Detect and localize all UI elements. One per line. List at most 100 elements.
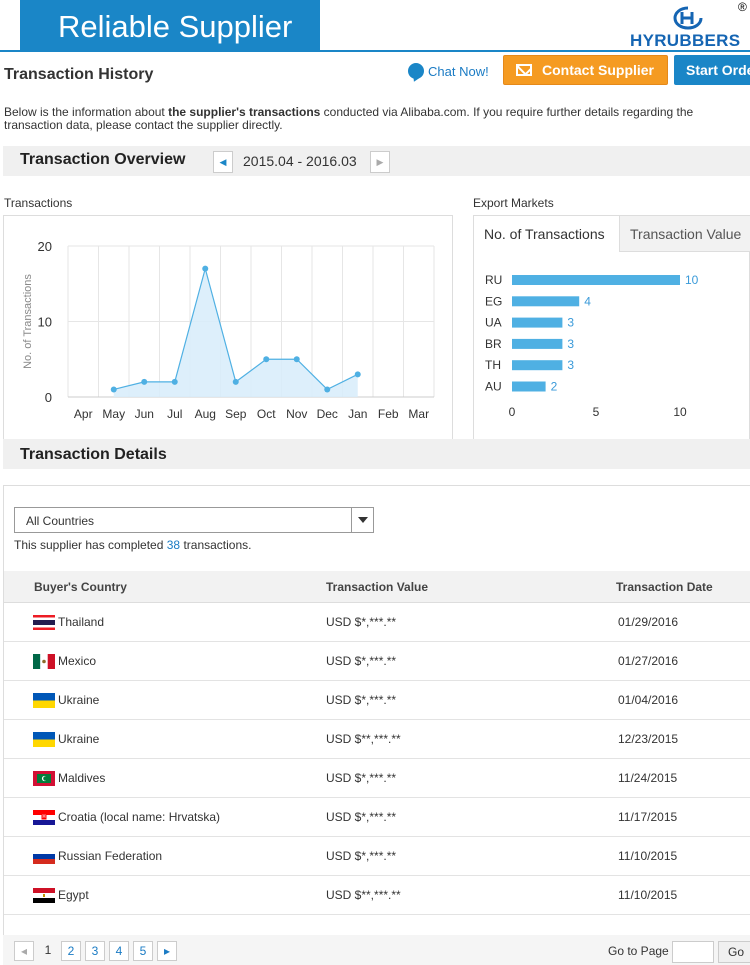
- page-4-button[interactable]: 4: [109, 941, 129, 961]
- details-title: Transaction Details: [20, 446, 167, 463]
- transaction-date-cell: 11/17/2015: [618, 810, 678, 824]
- bar: [512, 381, 546, 392]
- bar: [512, 360, 563, 371]
- bar: [512, 317, 563, 328]
- data-point: [171, 378, 178, 385]
- data-label: 3: [567, 337, 574, 351]
- next-page-button[interactable]: ▸: [157, 941, 177, 961]
- x-tick-label: Sep: [225, 407, 247, 421]
- x-tick-label: Mar: [408, 407, 429, 421]
- x-tick-label: Dec: [317, 407, 338, 421]
- completed-summary: This supplier has completed 38 transacti…: [14, 538, 251, 552]
- details-panel: [3, 485, 750, 965]
- prev-period-button[interactable]: ◀: [213, 151, 233, 173]
- flag-mv-icon: [33, 771, 55, 786]
- data-point: [110, 386, 117, 393]
- start-order-button[interactable]: Start Order: [674, 55, 750, 85]
- x-tick-label: 5: [593, 405, 600, 419]
- buyer-country-cell: Thailand: [58, 615, 105, 629]
- export-markets-chart-svg: RU10EG4UA3BR3TH3AU2051015: [485, 273, 699, 419]
- flag-hr-icon: [33, 810, 55, 825]
- country-filter-select[interactable]: All Countries: [14, 507, 374, 533]
- x-tick-label: Apr: [74, 407, 93, 421]
- prev-page-button[interactable]: ◂: [14, 941, 34, 961]
- page-2-button[interactable]: 2: [61, 941, 81, 961]
- intro-part-1: Below is the information about: [4, 105, 169, 119]
- x-tick-label: 10: [673, 405, 687, 419]
- completed-count[interactable]: 38: [166, 538, 181, 552]
- transaction-date-cell: 11/24/2015: [618, 771, 678, 785]
- buyer-country-cell: Mexico: [58, 654, 97, 668]
- y-tick-label: 10: [38, 315, 52, 330]
- tab-no-of-transactions[interactable]: No. of Transactions: [474, 216, 619, 252]
- x-tick-label: Aug: [195, 407, 216, 421]
- buyer-country-cell: Egypt: [58, 888, 89, 902]
- data-label: 2: [551, 380, 558, 394]
- buyer-country-cell: Maldives: [58, 771, 106, 785]
- x-tick-label: Jan: [348, 407, 367, 421]
- banner-title: Reliable Supplier: [58, 9, 293, 44]
- export-markets-panel: RU10EG4UA3BR3TH3AU2051015 No. of Transac…: [473, 215, 750, 440]
- data-label: 3: [567, 358, 574, 372]
- table-row: Maldives USD $*,***.** 11/24/2015: [4, 759, 750, 798]
- flag-eg-icon: [33, 888, 55, 903]
- x-tick-label: Feb: [378, 407, 399, 421]
- data-point: [324, 386, 331, 393]
- intro-bold: the supplier's transactions: [168, 105, 321, 119]
- tab-transaction-value[interactable]: Transaction Value: [619, 216, 750, 252]
- page-3-button[interactable]: 3: [85, 941, 105, 961]
- y-tick-label: 20: [38, 239, 52, 254]
- x-tick-label: Oct: [257, 407, 276, 421]
- chat-now-label: Chat Now!: [428, 63, 489, 79]
- x-tick-label: May: [102, 407, 125, 421]
- intro-text: Below is the information about the suppl…: [4, 106, 724, 132]
- page-1-current: 1: [44, 943, 52, 957]
- data-point: [263, 356, 270, 363]
- data-label: 10: [685, 273, 699, 287]
- contact-supplier-label: Contact Supplier: [542, 62, 655, 78]
- col-buyer-country: Buyer's Country: [34, 580, 127, 594]
- go-button[interactable]: Go: [718, 941, 750, 963]
- transactions-chart: 0 10 20 Apr May Jun Jul Aug Sep Oct Nov Dec Jan Feb Ma…: [3, 215, 453, 440]
- category-label: RU: [485, 273, 502, 287]
- data-label: 3: [567, 316, 574, 330]
- chevron-left-icon: ◀: [219, 156, 227, 167]
- chat-now-link[interactable]: Chat Now!: [408, 61, 489, 81]
- x-tick-label: Jul: [167, 407, 182, 421]
- table-row: Egypt USD $**,***.** 11/10/2015: [4, 876, 750, 915]
- dropdown-arrow-icon[interactable]: [351, 508, 373, 532]
- transaction-date-cell: 12/23/2015: [618, 732, 679, 746]
- registered-mark: ®: [738, 0, 747, 14]
- data-point: [141, 378, 148, 385]
- transaction-value-cell: USD $*,***.**: [326, 771, 397, 785]
- transaction-date-cell: 01/29/2016: [618, 615, 679, 629]
- series-line: [113, 266, 359, 391]
- table-row: Mexico USD $*,***.** 01/27/2016: [4, 642, 750, 681]
- table-header: [4, 571, 750, 603]
- transactions-label: Transactions: [4, 196, 73, 210]
- table-row: Ukraine USD $*,***.** 01/04/2016: [4, 681, 750, 720]
- data-label: 4: [584, 294, 591, 308]
- logo-mark-icon: [673, 6, 703, 30]
- buyer-country-cell: Croatia (local name: Hrvatska): [58, 810, 221, 824]
- contact-supplier-button[interactable]: Contact Supplier: [503, 55, 668, 85]
- category-label: AU: [485, 380, 502, 394]
- goto-page-input[interactable]: [672, 941, 714, 963]
- col-transaction-value: Transaction Value: [326, 580, 429, 594]
- transaction-value-cell: USD $*,***.**: [326, 810, 397, 824]
- transaction-value-cell: USD $**,***.**: [326, 732, 401, 746]
- data-point: [202, 265, 209, 272]
- y-tick-label: 0: [45, 390, 52, 405]
- details-bar: [3, 439, 750, 469]
- table-row: Russian Federation USD $*,***.** 11/10/201…: [4, 837, 750, 876]
- category-label: TH: [485, 358, 501, 372]
- export-markets-label: Export Markets: [473, 196, 554, 210]
- page-5-button[interactable]: 5: [133, 941, 153, 961]
- period-range: 2015.04 - 2016.03: [243, 153, 357, 169]
- transaction-date-cell: 11/10/2015: [618, 888, 678, 902]
- goto-page-label: Go to Page: [608, 944, 669, 958]
- y-axis-label: No. of Transactions: [22, 274, 34, 369]
- x-tick-label: Jun: [135, 407, 154, 421]
- next-period-button[interactable]: ▶: [370, 151, 390, 173]
- category-label: UA: [485, 316, 502, 330]
